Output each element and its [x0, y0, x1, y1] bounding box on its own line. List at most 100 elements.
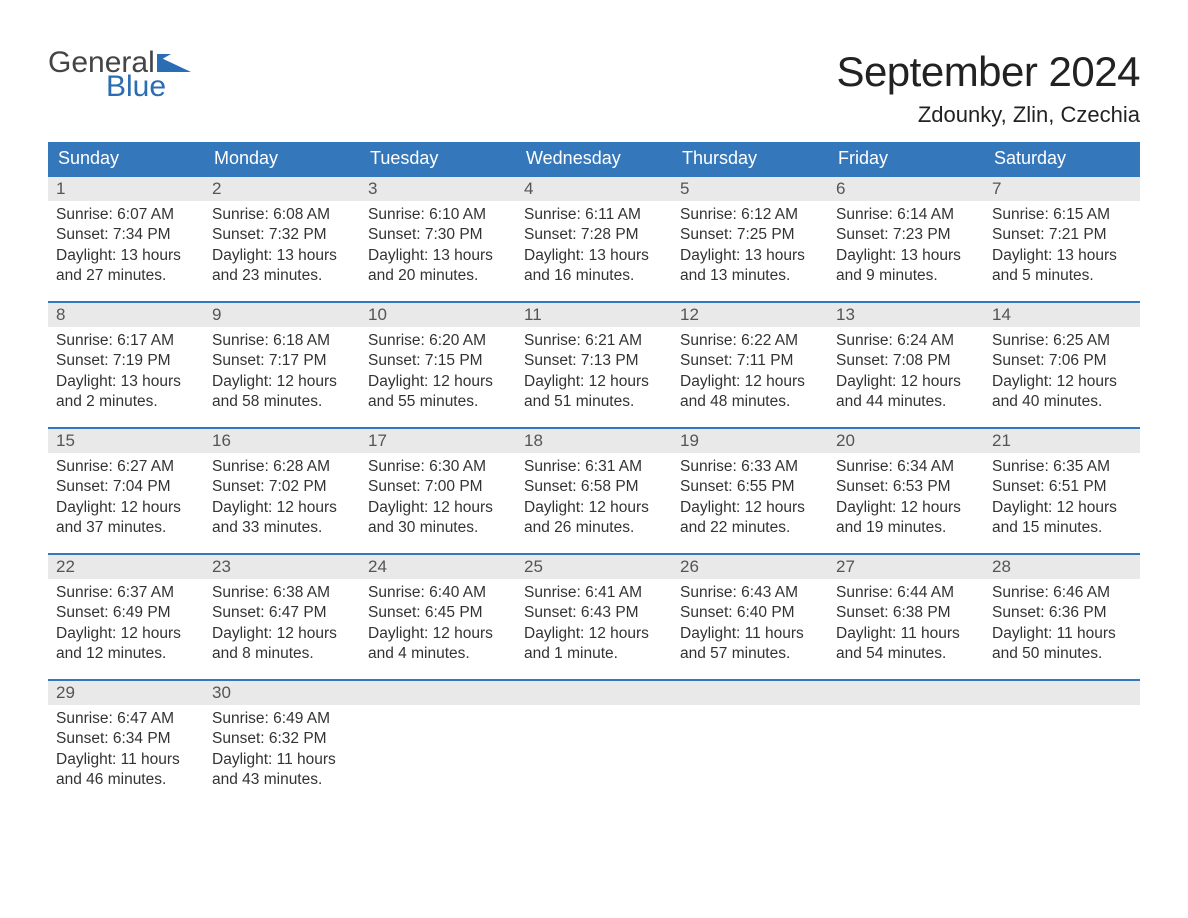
day-cell: 12Sunrise: 6:22 AMSunset: 7:11 PMDayligh…: [672, 303, 828, 427]
day-cell: 14Sunrise: 6:25 AMSunset: 7:06 PMDayligh…: [984, 303, 1140, 427]
day-body: Sunrise: 6:41 AMSunset: 6:43 PMDaylight:…: [516, 579, 672, 664]
sunset-line: Sunset: 7:19 PM: [56, 351, 196, 370]
day-cell-empty: [672, 681, 828, 805]
sunset-line: Sunset: 6:53 PM: [836, 477, 976, 496]
day-body: Sunrise: 6:07 AMSunset: 7:34 PM Daylight:…: [48, 201, 204, 286]
week-row: 22Sunrise: 6:37 AMSunset: 6:49 PMDayligh…: [48, 553, 1140, 679]
daylight-line-1: Daylight: 11 hours: [836, 624, 976, 643]
day-cell: 18Sunrise: 6:31 AMSunset: 6:58 PMDayligh…: [516, 429, 672, 553]
day-number: 23: [204, 555, 360, 579]
header-area: General Blue September 2024 Zdounky, Zli…: [48, 48, 1140, 128]
day-cell: 28Sunrise: 6:46 AMSunset: 6:36 PMDayligh…: [984, 555, 1140, 679]
sunrise-line: Sunrise: 6:37 AM: [56, 583, 196, 602]
sunset-line: Sunset: 6:58 PM: [524, 477, 664, 496]
daylight-line-1: Daylight: 12 hours: [212, 624, 352, 643]
sunset-line: Sunset: 7:23 PM: [836, 225, 976, 244]
daylight-line-2: and 55 minutes.: [368, 392, 508, 411]
day-number: 26: [672, 555, 828, 579]
day-number: 6: [828, 177, 984, 201]
daylight-line-1: Daylight: 13 hours: [212, 246, 352, 265]
day-number: 29: [48, 681, 204, 705]
daylight-line-1: Daylight: 11 hours: [212, 750, 352, 769]
day-body: Sunrise: 6:27 AMSunset: 7:04 PMDaylight:…: [48, 453, 204, 538]
sunrise-line: Sunrise: 6:44 AM: [836, 583, 976, 602]
sunrise-line: Sunrise: 6:07 AM: [56, 205, 196, 224]
daylight-line-1: Daylight: 13 hours: [56, 246, 196, 265]
daylight-line-2: and 51 minutes.: [524, 392, 664, 411]
sunset-line: Sunset: 7:00 PM: [368, 477, 508, 496]
daylight-line-2: and 33 minutes.: [212, 518, 352, 537]
daylight-line-2: and 43 minutes.: [212, 770, 352, 789]
header-cell-thursday: Thursday: [672, 142, 828, 175]
daylight-line-1: Daylight: 12 hours: [836, 498, 976, 517]
day-cell-empty: [516, 681, 672, 805]
daylight-line-1: Daylight: 12 hours: [836, 372, 976, 391]
day-body: Sunrise: 6:37 AMSunset: 6:49 PMDaylight:…: [48, 579, 204, 664]
daylight-line-2: and 12 minutes.: [56, 644, 196, 663]
daylight-line-2: and 48 minutes.: [680, 392, 820, 411]
sunrise-line: Sunrise: 6:15 AM: [992, 205, 1132, 224]
day-cell: 26Sunrise: 6:43 AMSunset: 6:40 PMDayligh…: [672, 555, 828, 679]
daylight-line-2: and 58 minutes.: [212, 392, 352, 411]
day-body: Sunrise: 6:44 AMSunset: 6:38 PMDaylight:…: [828, 579, 984, 664]
day-number: [516, 681, 672, 705]
daylight-line-2: and 16 minutes.: [524, 266, 664, 285]
day-cell: 1Sunrise: 6:07 AMSunset: 7:34 PMDaylight…: [48, 177, 204, 301]
month-title: September 2024: [836, 48, 1140, 96]
day-number: 25: [516, 555, 672, 579]
daylight-line-1: Daylight: 12 hours: [56, 498, 196, 517]
daylight-line-2: and 27 minutes.: [56, 266, 196, 285]
day-number: [360, 681, 516, 705]
header-cell-friday: Friday: [828, 142, 984, 175]
daylight-line-2: and 19 minutes.: [836, 518, 976, 537]
sunset-line: Sunset: 6:55 PM: [680, 477, 820, 496]
day-number: 10: [360, 303, 516, 327]
day-cell: 3Sunrise: 6:10 AMSunset: 7:30 PMDaylight…: [360, 177, 516, 301]
day-body: Sunrise: 6:17 AMSunset: 7:19 PMDaylight:…: [48, 327, 204, 412]
sunset-line: Sunset: 7:06 PM: [992, 351, 1132, 370]
day-number: 28: [984, 555, 1140, 579]
day-cell: 11Sunrise: 6:21 AMSunset: 7:13 PMDayligh…: [516, 303, 672, 427]
day-body: Sunrise: 6:49 AMSunset: 6:32 PMDaylight:…: [204, 705, 360, 790]
daylight-line-2: and 13 minutes.: [680, 266, 820, 285]
day-body: Sunrise: 6:18 AMSunset: 7:17 PMDaylight:…: [204, 327, 360, 412]
daylight-line-1: Daylight: 13 hours: [368, 246, 508, 265]
sunset-line: Sunset: 7:34 PM: [56, 225, 196, 244]
day-cell: 10Sunrise: 6:20 AMSunset: 7:15 PMDayligh…: [360, 303, 516, 427]
day-body: Sunrise: 6:40 AMSunset: 6:45 PMDaylight:…: [360, 579, 516, 664]
sunset-line: Sunset: 7:30 PM: [368, 225, 508, 244]
day-cell: 2Sunrise: 6:08 AMSunset: 7:32 PMDaylight…: [204, 177, 360, 301]
day-body: Sunrise: 6:31 AMSunset: 6:58 PMDaylight:…: [516, 453, 672, 538]
sunrise-line: Sunrise: 6:18 AM: [212, 331, 352, 350]
daylight-line-1: Daylight: 11 hours: [680, 624, 820, 643]
sunset-line: Sunset: 7:08 PM: [836, 351, 976, 370]
day-body: Sunrise: 6:12 AMSunset: 7:25 PMDaylight:…: [672, 201, 828, 286]
sunrise-line: Sunrise: 6:24 AM: [836, 331, 976, 350]
sunrise-line: Sunrise: 6:12 AM: [680, 205, 820, 224]
daylight-line-1: Daylight: 12 hours: [56, 624, 196, 643]
sunset-line: Sunset: 7:28 PM: [524, 225, 664, 244]
day-number: 20: [828, 429, 984, 453]
week-row: 15Sunrise: 6:27 AMSunset: 7:04 PMDayligh…: [48, 427, 1140, 553]
daylight-line-2: and 1 minute.: [524, 644, 664, 663]
sunrise-line: Sunrise: 6:41 AM: [524, 583, 664, 602]
day-number: 16: [204, 429, 360, 453]
daylight-line-2: and 30 minutes.: [368, 518, 508, 537]
daylight-line-2: and 26 minutes.: [524, 518, 664, 537]
sunrise-line: Sunrise: 6:34 AM: [836, 457, 976, 476]
sunrise-line: Sunrise: 6:28 AM: [212, 457, 352, 476]
day-number: [828, 681, 984, 705]
daylight-line-2: and 15 minutes.: [992, 518, 1132, 537]
day-cell: 13Sunrise: 6:24 AMSunset: 7:08 PMDayligh…: [828, 303, 984, 427]
day-cell: 25Sunrise: 6:41 AMSunset: 6:43 PMDayligh…: [516, 555, 672, 679]
header-cell-wednesday: Wednesday: [516, 142, 672, 175]
day-cell: 27Sunrise: 6:44 AMSunset: 6:38 PMDayligh…: [828, 555, 984, 679]
day-body: Sunrise: 6:30 AMSunset: 7:00 PMDaylight:…: [360, 453, 516, 538]
day-cell: 5Sunrise: 6:12 AMSunset: 7:25 PMDaylight…: [672, 177, 828, 301]
title-block: September 2024 Zdounky, Zlin, Czechia: [836, 48, 1140, 128]
daylight-line-1: Daylight: 12 hours: [524, 624, 664, 643]
daylight-line-2: and 46 minutes.: [56, 770, 196, 789]
daylight-line-1: Daylight: 12 hours: [368, 624, 508, 643]
sunset-line: Sunset: 7:04 PM: [56, 477, 196, 496]
sunrise-line: Sunrise: 6:43 AM: [680, 583, 820, 602]
